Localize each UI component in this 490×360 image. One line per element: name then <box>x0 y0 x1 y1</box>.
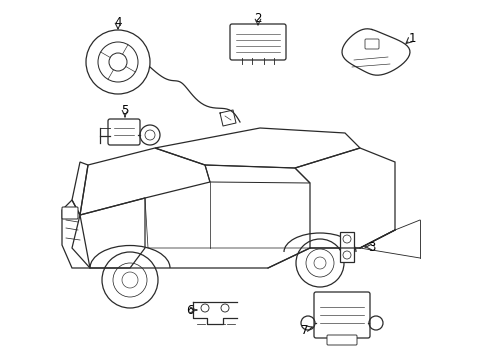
Text: 2: 2 <box>254 12 262 24</box>
FancyBboxPatch shape <box>365 39 379 49</box>
FancyBboxPatch shape <box>327 335 357 345</box>
Text: 7: 7 <box>301 324 309 337</box>
Text: 1: 1 <box>408 32 416 45</box>
Text: 3: 3 <box>368 240 376 253</box>
FancyBboxPatch shape <box>314 292 370 338</box>
Bar <box>340 232 354 262</box>
Text: 5: 5 <box>122 104 129 117</box>
Text: 6: 6 <box>186 303 194 316</box>
FancyBboxPatch shape <box>108 119 140 145</box>
FancyBboxPatch shape <box>230 24 286 60</box>
Polygon shape <box>342 29 410 75</box>
Text: 4: 4 <box>114 15 122 28</box>
FancyBboxPatch shape <box>62 207 78 219</box>
